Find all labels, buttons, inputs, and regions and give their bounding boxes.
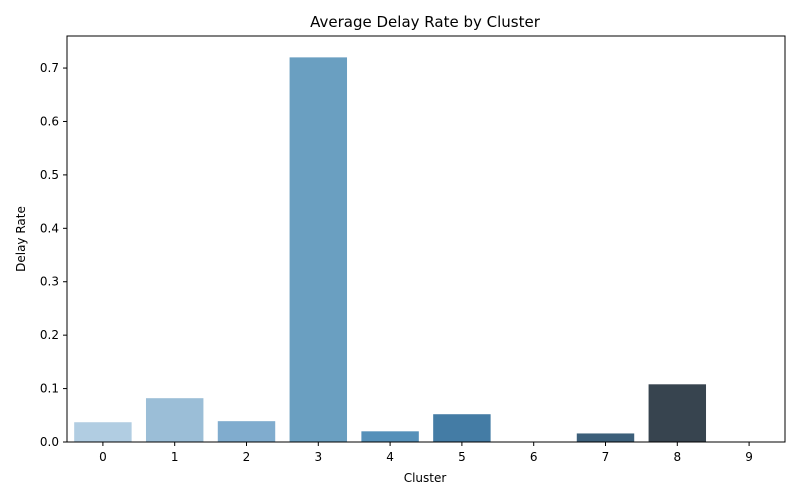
bar-cluster-7	[576, 433, 635, 442]
x-tick-label: 0	[99, 450, 107, 464]
x-tick-label: 4	[386, 450, 394, 464]
x-axis-ticks: 0 1 2 3 4 5 6 7 8 9	[99, 442, 753, 464]
y-tick-label: 0.5	[40, 168, 59, 182]
bar-cluster-2	[217, 421, 276, 442]
x-tick-label: 5	[458, 450, 466, 464]
y-axis-ticks: 0.0 0.1 0.2 0.3 0.4 0.5 0.6 0.7	[40, 61, 67, 449]
x-tick-label: 1	[171, 450, 179, 464]
x-tick-label: 2	[243, 450, 251, 464]
y-tick-label: 0.2	[40, 328, 59, 342]
bar-cluster-5	[433, 414, 491, 442]
bars-group	[74, 57, 707, 443]
chart-title: Average Delay Rate by Cluster	[310, 13, 541, 31]
y-tick-label: 0.0	[40, 435, 59, 449]
x-tick-label: 7	[602, 450, 610, 464]
bar-cluster-8	[648, 384, 707, 442]
y-tick-label: 0.1	[40, 382, 59, 396]
y-tick-label: 0.4	[40, 221, 59, 235]
x-axis-label: Cluster	[404, 471, 447, 485]
x-tick-label: 8	[673, 450, 681, 464]
x-tick-label: 3	[314, 450, 322, 464]
bar-cluster-4	[361, 431, 419, 442]
y-tick-label: 0.3	[40, 275, 59, 289]
y-axis-label: Delay Rate	[14, 206, 28, 272]
bar-cluster-0	[74, 422, 132, 442]
x-tick-label: 9	[745, 450, 753, 464]
y-tick-label: 0.6	[40, 114, 59, 128]
y-tick-label: 0.7	[40, 61, 59, 75]
bar-cluster-3	[289, 57, 348, 443]
x-tick-label: 6	[530, 450, 538, 464]
bar-cluster-1	[145, 398, 204, 442]
plot-frame	[66, 35, 786, 443]
